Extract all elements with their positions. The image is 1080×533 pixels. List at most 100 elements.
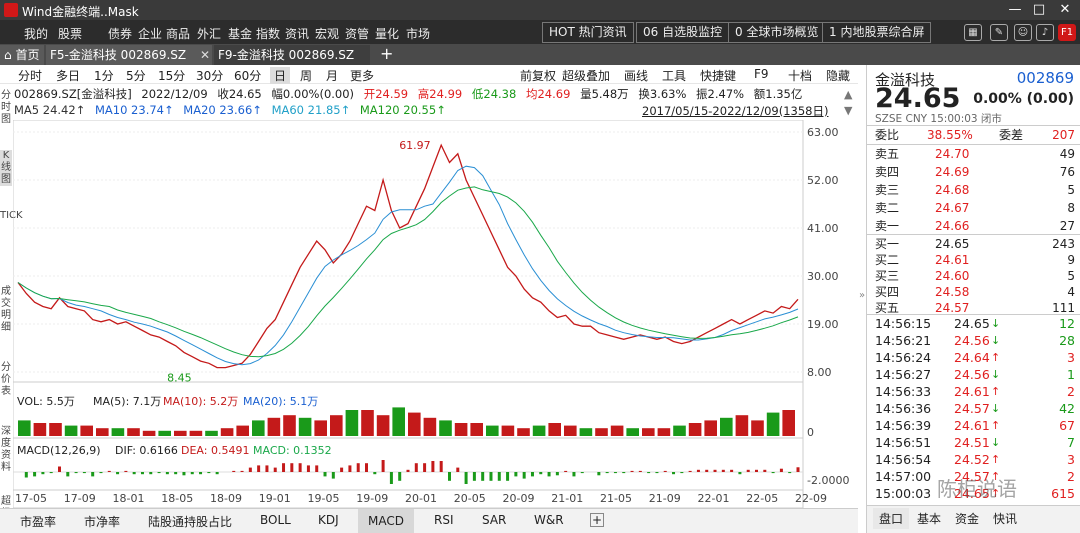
ask-row[interactable]: 卖四 24.69 76 (875, 163, 1075, 181)
bid-row[interactable]: 买四 24.58 4 (875, 283, 1075, 301)
ten-level-button[interactable]: 十档 (788, 69, 813, 83)
tab-hk-connect[interactable]: 陆股通持股占比 (148, 515, 233, 529)
menu-commodity[interactable]: 商品 (166, 27, 191, 41)
period-multiday[interactable]: 多日 (56, 69, 81, 83)
period-intraday[interactable]: 分时 (18, 69, 43, 83)
trade-volume: 3 (1067, 452, 1075, 467)
menu-mine[interactable]: 我的 (24, 27, 49, 41)
menu-fund[interactable]: 基金 (228, 27, 253, 41)
volume-bar (766, 412, 780, 436)
global-market-box[interactable]: 0 全球市场概览 (728, 22, 826, 43)
menu-macro[interactable]: 宏观 (315, 27, 340, 41)
tab-capital[interactable]: 资金 (955, 512, 980, 526)
shortcut-button[interactable]: 快捷键 (700, 69, 737, 83)
tab-boll[interactable]: BOLL (260, 513, 291, 527)
watchlist-monitor-box[interactable]: 06 自选股监控 (636, 22, 730, 43)
menu-quant[interactable]: 量化 (375, 27, 400, 41)
mainland-stock-screen-box[interactable]: 1 内地股票综合屏 (822, 22, 932, 43)
f1-help-badge[interactable]: F1 (1058, 24, 1076, 41)
trade-volume: 2 (1067, 384, 1075, 399)
menu-market[interactable]: 市场 (406, 27, 431, 41)
scroll-up-icon[interactable]: ▲ (844, 88, 853, 101)
hide-button[interactable]: 隐藏 (826, 69, 851, 83)
minimize-button[interactable]: — (1008, 2, 1022, 17)
tab-basic[interactable]: 基本 (917, 512, 942, 526)
ask-row[interactable]: 卖五 24.70 49 (875, 145, 1075, 163)
tab-f5-kline[interactable]: F5-金溢科技 002869.SZ ✕ (46, 45, 212, 65)
close-button[interactable]: ✕ (1059, 2, 1071, 17)
bid-volume: 5 (1067, 269, 1075, 283)
volume-bar (595, 428, 608, 436)
tab-wr[interactable]: W&R (534, 513, 564, 527)
period-5min[interactable]: 5分 (126, 69, 146, 83)
menu-news[interactable]: 资讯 (285, 27, 310, 41)
ask-row[interactable]: 卖二 24.67 8 (875, 199, 1075, 217)
bell-icon[interactable]: ♪ (1036, 24, 1054, 41)
vtab-intraday[interactable]: 分时图 (1, 90, 11, 125)
collapse-panel-icon[interactable]: » (859, 290, 866, 301)
bid-row[interactable]: 买五 24.57 111 (875, 299, 1075, 317)
vtab-kline[interactable]: K线图 (0, 150, 12, 186)
trade-row: 14:56:51 24.51 ↓ 7 (875, 434, 1075, 452)
period-1min[interactable]: 1分 (94, 69, 114, 83)
menu-enterprise[interactable]: 企业 (138, 27, 163, 41)
chat-icon[interactable]: ☺ (1014, 24, 1032, 41)
period-15min[interactable]: 15分 (158, 69, 186, 83)
ask-row[interactable]: 卖一 24.66 27 (875, 217, 1075, 235)
trade-price: 24.57 (954, 401, 990, 416)
menu-stock[interactable]: 股票 (58, 27, 83, 41)
edit-icon[interactable]: ✎ (990, 24, 1008, 41)
tab-order-book[interactable]: 盘口 (873, 508, 910, 529)
menu-index[interactable]: 指数 (256, 27, 281, 41)
menu-asset-mgmt[interactable]: 资管 (345, 27, 370, 41)
draw-line-button[interactable]: 画线 (624, 69, 649, 83)
ask-row[interactable]: 卖三 24.68 5 (875, 181, 1075, 199)
super-overlay-button[interactable]: 超级叠加 (562, 69, 611, 83)
period-60min[interactable]: 60分 (234, 69, 262, 83)
period-30min[interactable]: 30分 (196, 69, 224, 83)
vtab-depth[interactable]: 深度资料 (1, 426, 11, 473)
menu-forex[interactable]: 外汇 (197, 27, 222, 41)
document-tab-bar: ⌂ 首页 F5-金溢科技 002869.SZ ✕ F9-金溢科技 002869.… (0, 44, 1080, 82)
period-more[interactable]: 更多 (350, 69, 375, 83)
tab-sar[interactable]: SAR (482, 513, 507, 527)
hot-news-box[interactable]: HOT 热门资讯 (542, 22, 634, 43)
tab-flash-news[interactable]: 快讯 (993, 512, 1018, 526)
new-tab-icon[interactable]: + (380, 44, 394, 63)
date-range-label[interactable]: 2017/05/15-2022/12/09(1358日) (642, 104, 829, 118)
tab-rsi[interactable]: RSI (434, 513, 454, 527)
tab-pb[interactable]: 市净率 (84, 515, 121, 529)
close-tab-icon[interactable]: ✕ (199, 48, 211, 62)
add-indicator-icon[interactable]: + (590, 513, 604, 527)
period-month[interactable]: 月 (326, 69, 339, 83)
kline-chart[interactable]: 63.00 52.00 41.00 30.00 19.00 8.00 61.97 8.45 VO… (13, 120, 863, 510)
bid-row[interactable]: 买三 24.60 5 (875, 267, 1075, 285)
title-bar: Wind金融终端..Mask — □ ✕ (0, 0, 1080, 20)
menu-bond[interactable]: 债券 (108, 27, 133, 41)
trade-volume: 7 (1067, 435, 1075, 450)
period-day[interactable]: 日 (270, 67, 291, 84)
f9-button[interactable]: F9 (754, 67, 769, 81)
indicator-tab-bar: 市盈率 市净率 陆股通持股占比 BOLL KDJ MACD RSI SAR W&… (0, 508, 858, 533)
period-week[interactable]: 周 (300, 69, 313, 83)
ask-volume: 27 (1059, 219, 1075, 233)
maximize-button[interactable]: □ (1032, 2, 1046, 17)
adjust-forward-button[interactable]: 前复权 (520, 69, 557, 83)
bid-row[interactable]: 买一 24.65 243 (875, 235, 1075, 253)
tab-macd[interactable]: MACD (358, 509, 414, 533)
vtab-trades[interactable]: 成交明细 (1, 286, 11, 333)
tools-button[interactable]: 工具 (662, 69, 687, 83)
volume-bar (454, 423, 468, 436)
tab-pe[interactable]: 市盈率 (20, 515, 57, 529)
stock-change: 0.00% (0.00) (973, 91, 1074, 107)
ask-volume: 5 (1067, 183, 1075, 197)
window-title: Wind金融终端..Mask (22, 5, 139, 19)
scroll-down-icon[interactable]: ▼ (844, 104, 853, 117)
tab-f9-profile[interactable]: F9-金溢科技 002869.SZ ✕ (214, 45, 370, 82)
tab-home[interactable]: ⌂ 首页 (0, 45, 44, 65)
vtab-tick[interactable]: TICK (0, 210, 23, 221)
tab-kdj[interactable]: KDJ (318, 513, 339, 527)
vtab-price-table[interactable]: 分价表 (1, 362, 11, 397)
grid-icon[interactable]: ▦ (964, 24, 982, 41)
bid-row[interactable]: 买二 24.61 9 (875, 251, 1075, 269)
